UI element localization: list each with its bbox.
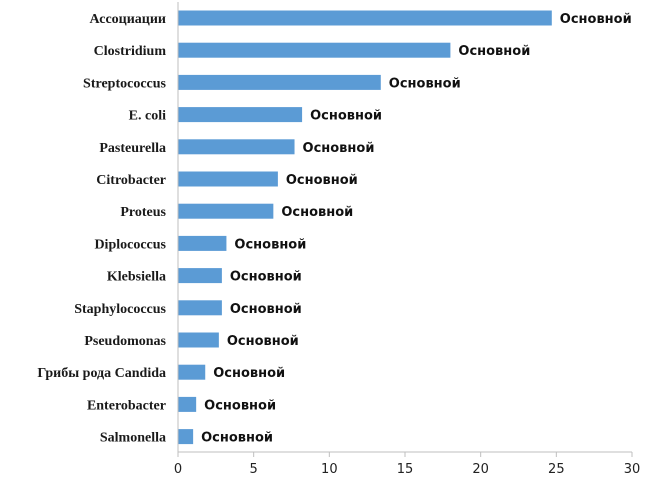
data-label: Основной xyxy=(227,334,299,349)
category-labels: Ассоциации Clostridium Streptococcus E. col… xyxy=(37,12,166,446)
bar xyxy=(178,10,552,26)
x-tick-label: 15 xyxy=(397,462,414,477)
category-label: Pasteurella xyxy=(99,141,166,156)
bar xyxy=(178,235,227,251)
bar xyxy=(178,429,194,445)
data-label: Основной xyxy=(230,270,302,285)
category-label: Clostridium xyxy=(94,44,167,59)
bar xyxy=(178,364,206,380)
bars xyxy=(178,10,552,445)
x-tick-label: 25 xyxy=(548,462,565,477)
bar xyxy=(178,42,451,58)
data-label: Основной xyxy=(286,173,358,188)
bar xyxy=(178,300,222,316)
x-tick-label: 10 xyxy=(321,462,338,477)
data-label: Основной xyxy=(230,302,302,317)
bar xyxy=(178,332,219,348)
x-tick-label: 30 xyxy=(624,462,641,477)
data-label: Основной xyxy=(213,366,285,381)
category-label: E. coli xyxy=(129,109,166,124)
x-tick-label: 5 xyxy=(250,462,258,477)
category-label: Enterobacter xyxy=(87,398,166,413)
data-labels: Основной Основной Основной Основной Основной… xyxy=(201,12,632,446)
data-label: Основной xyxy=(281,205,353,220)
x-tick-label: 20 xyxy=(472,462,489,477)
data-label: Основной xyxy=(389,76,461,91)
category-label: Salmonella xyxy=(100,431,166,446)
data-label: Основной xyxy=(303,141,375,156)
bar xyxy=(178,203,274,219)
category-label: Diplococcus xyxy=(94,237,166,252)
category-label: Streptococcus xyxy=(83,76,166,91)
x-axis: 0 5 10 15 20 25 30 xyxy=(174,2,640,477)
category-label: Proteus xyxy=(120,205,166,220)
x-tick-label: 0 xyxy=(174,462,182,477)
bar xyxy=(178,268,222,284)
bar xyxy=(178,139,295,155)
bar xyxy=(178,74,381,90)
category-label: Грибы рода Candida xyxy=(37,366,166,381)
category-label: Ассоциации xyxy=(89,12,166,27)
category-label: Klebsiella xyxy=(107,270,166,285)
category-label: Staphylococcus xyxy=(74,302,166,317)
data-label: Основной xyxy=(204,398,276,413)
data-label: Основной xyxy=(560,12,632,27)
bar xyxy=(178,171,278,187)
bar xyxy=(178,396,197,412)
bar xyxy=(178,107,303,123)
data-label: Основной xyxy=(201,431,273,446)
category-label: Pseudomonas xyxy=(84,334,166,349)
data-label: Основной xyxy=(458,44,530,59)
category-label: Citrobacter xyxy=(96,173,166,188)
data-label: Основной xyxy=(310,109,382,124)
data-label: Основной xyxy=(234,237,306,252)
